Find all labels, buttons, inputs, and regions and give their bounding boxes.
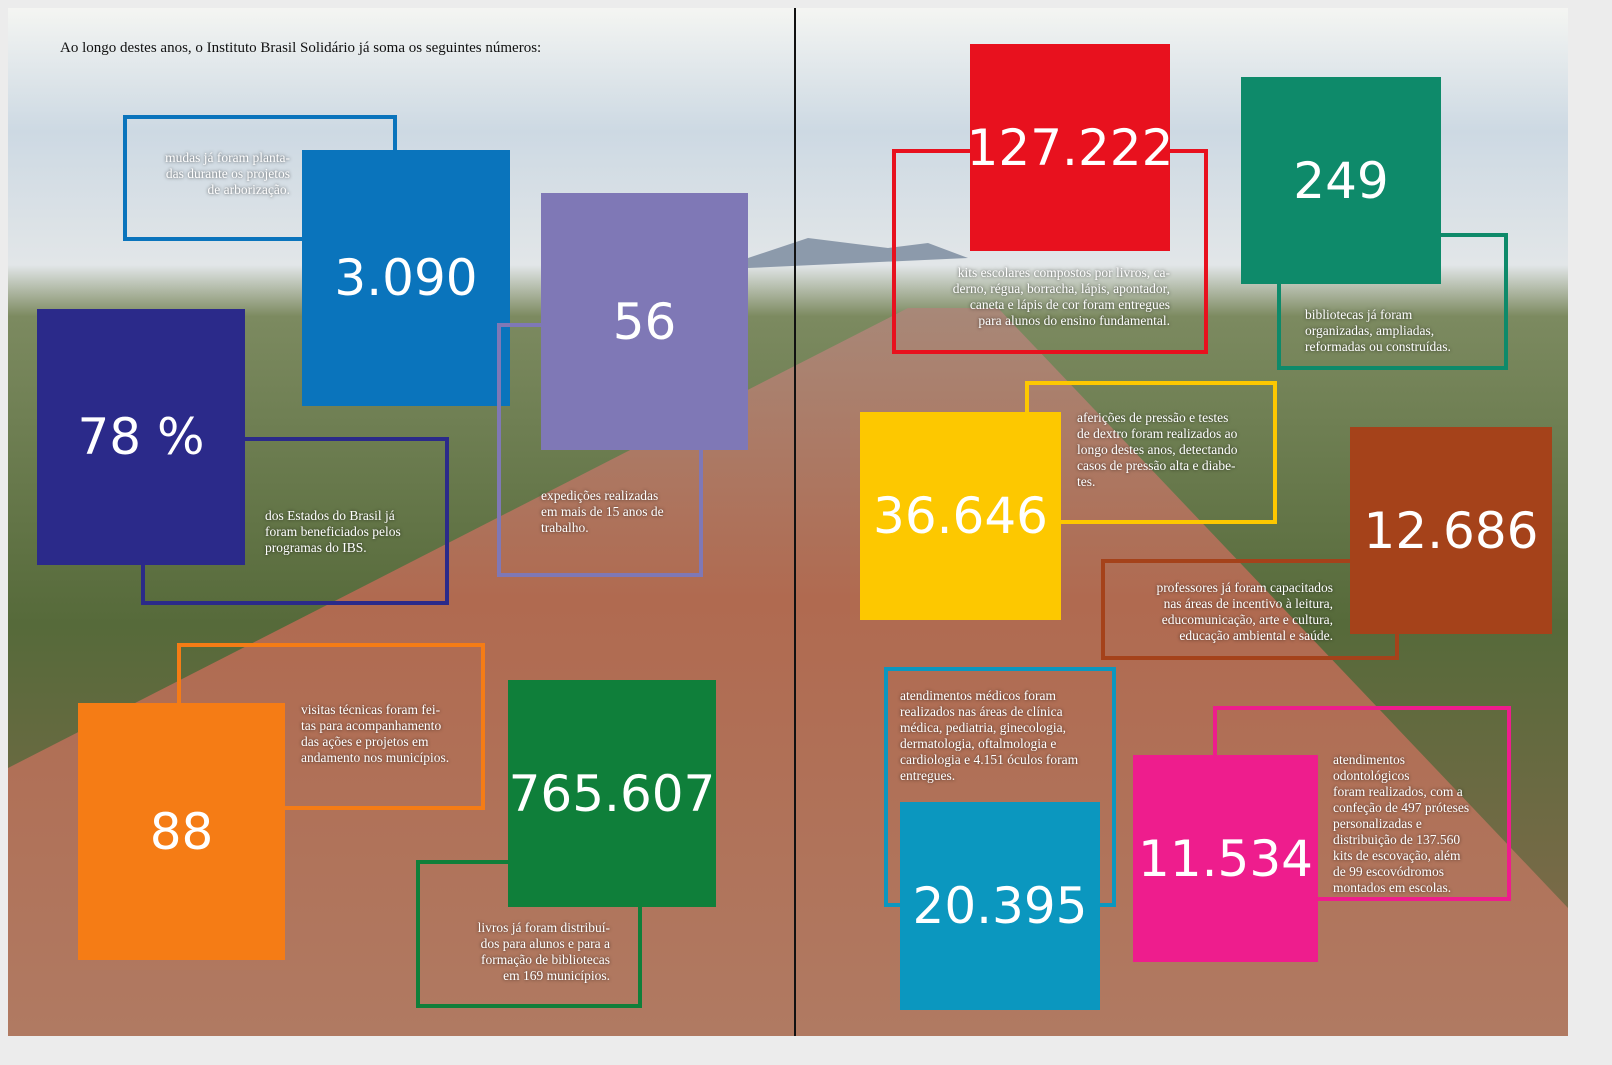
description-line: casos de pressão alta e diabe-	[1077, 458, 1272, 474]
description-line: de arborização.	[150, 182, 290, 198]
intro-text: Ao longo destes anos, o Instituto Brasil…	[60, 40, 541, 57]
description-line: em mais de 15 anos de	[541, 504, 701, 520]
description-line: atendimentos médicos foram	[900, 688, 1100, 704]
description-line: andamento nos municípios.	[301, 750, 476, 766]
number-box: 765.607	[508, 680, 716, 907]
description-line: livros já foram distribuí-	[440, 920, 610, 936]
description-line: tes.	[1077, 474, 1272, 490]
description-line: dos Estados do Brasil já	[265, 508, 435, 524]
number-box: 3.090	[302, 150, 510, 406]
description-line: confeção de 497 próteses	[1333, 800, 1503, 816]
number-box: 249	[1241, 77, 1441, 284]
description-line: tas para acompanhamento	[301, 718, 476, 734]
description-line: kits escolares compostos por livros, ca-	[900, 265, 1170, 281]
number-box: 78 %	[37, 309, 245, 565]
description-line: distribuição de 137.560	[1333, 832, 1503, 848]
number-box: 12.686	[1350, 427, 1552, 634]
description: mudas já foram planta-das durante os pro…	[150, 150, 290, 198]
number-box: 20.395	[900, 802, 1100, 1010]
page: Ao longo destes anos, o Instituto Brasil…	[0, 0, 1612, 1065]
description-line: educomunicação, arte e cultura,	[1100, 612, 1333, 628]
description-line: kits de escovação, além	[1333, 848, 1503, 864]
description-line: cardiologia e 4.151 óculos foram	[900, 752, 1100, 768]
description-line: reformadas ou construídas.	[1305, 339, 1495, 355]
description-line: trabalho.	[541, 520, 701, 536]
description-line: nas áreas de incentivo à leitura,	[1100, 596, 1333, 612]
description-line: derno, régua, borracha, lápis, apontador…	[900, 281, 1170, 297]
description-line: bibliotecas já foram	[1305, 307, 1495, 323]
description-line: entregues.	[900, 768, 1100, 784]
number-box: 11.534	[1133, 755, 1318, 962]
description-line: expedições realizadas	[541, 488, 701, 504]
description-line: foram beneficiados pelos	[265, 524, 435, 540]
description-line: visitas técnicas foram fei-	[301, 702, 476, 718]
description-line: em 169 municípios.	[440, 968, 610, 984]
description-line: para alunos do ensino fundamental.	[900, 313, 1170, 329]
description-line: montados em escolas.	[1333, 880, 1503, 896]
description-line: de 99 escovódromos	[1333, 864, 1503, 880]
description-line: de dextro foram realizados ao	[1077, 426, 1272, 442]
description-line: longo destes anos, detectando	[1077, 442, 1272, 458]
description-line: das durante os projetos	[150, 166, 290, 182]
description-line: dermatologia, oftalmologia e	[900, 736, 1100, 752]
description-line: aferições de pressão e testes	[1077, 410, 1272, 426]
number-box: 56	[541, 193, 748, 450]
description: livros já foram distribuí-dos para aluno…	[440, 920, 610, 984]
number-box: 127.222	[970, 44, 1170, 251]
description: kits escolares compostos por livros, ca-…	[900, 265, 1170, 329]
description-line: caneta e lápis de cor foram entregues	[900, 297, 1170, 313]
number-box: 88	[78, 703, 285, 960]
description: visitas técnicas foram fei-tas para acom…	[301, 702, 476, 766]
description-line: odontológicos	[1333, 768, 1503, 784]
description-line: programas do IBS.	[265, 540, 435, 556]
description-line: realizados nas áreas de clínica	[900, 704, 1100, 720]
description-line: personalizadas e	[1333, 816, 1503, 832]
description-line: médica, pediatria, ginecologia,	[900, 720, 1100, 736]
number-box: 36.646	[860, 412, 1061, 620]
description-line: organizadas, ampliadas,	[1305, 323, 1495, 339]
description-line: atendimentos	[1333, 752, 1503, 768]
description-line: dos para alunos e para a	[440, 936, 610, 952]
description-line: formação de bibliotecas	[440, 952, 610, 968]
description-line: professores já foram capacitados	[1100, 580, 1333, 596]
description-line: educação ambiental e saúde.	[1100, 628, 1333, 644]
description-line: foram realizados, com a	[1333, 784, 1503, 800]
description-line: das ações e projetos em	[301, 734, 476, 750]
description-line: mudas já foram planta-	[150, 150, 290, 166]
